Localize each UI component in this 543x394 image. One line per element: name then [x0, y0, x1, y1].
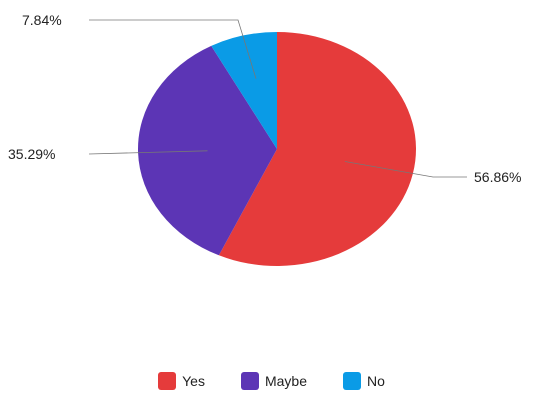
legend-label-no: No	[366, 373, 385, 389]
legend-swatch-yes	[158, 372, 177, 390]
pie-slice-no[interactable]	[211, 32, 277, 149]
legend-label-maybe: Maybe	[264, 373, 307, 389]
leader-line-yes	[344, 161, 467, 178]
legend-item-yes[interactable]: Yes	[158, 372, 205, 390]
legend-label-yes: Yes	[182, 373, 205, 389]
legend-swatch-no	[342, 372, 361, 390]
slice-label-no: 7.84%	[22, 12, 62, 28]
pie-slice-maybe[interactable]	[137, 45, 277, 256]
pie-slice-yes[interactable]	[218, 32, 417, 266]
legend-swatch-maybe	[240, 372, 259, 390]
legend: Yes Maybe No	[0, 372, 543, 390]
leader-lines-group	[88, 19, 467, 178]
legend-item-no[interactable]: No	[342, 372, 385, 390]
slice-label-maybe: 35.29%	[8, 146, 55, 162]
leader-line-maybe	[88, 150, 208, 155]
legend-item-maybe[interactable]: Maybe	[240, 372, 307, 390]
slice-labels-group: 56.86% 35.29% 7.84%	[8, 12, 521, 185]
leader-line-no	[89, 19, 257, 79]
slice-label-yes: 56.86%	[474, 169, 521, 185]
slices-group	[137, 32, 417, 266]
